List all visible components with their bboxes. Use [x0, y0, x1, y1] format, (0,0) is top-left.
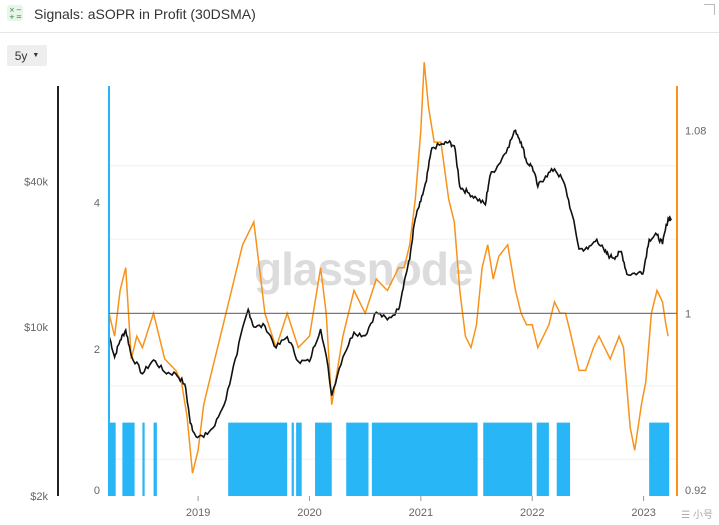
svg-text:−: − [16, 6, 22, 14]
signal-bars [109, 422, 670, 496]
caret-down-icon: ▼ [32, 52, 40, 59]
signal-bar [228, 422, 288, 496]
time-range-selector[interactable]: 5y ▼ [7, 45, 47, 66]
signal-bar [291, 422, 294, 496]
signal-bar [142, 422, 145, 496]
watermark-text: glassnode [254, 243, 473, 295]
tick-labels: $2k $10k $40k 0 2 4 0.92 1 1.08 2019 2020 2021 2022 2… [24, 126, 706, 519]
signal-bar [153, 422, 157, 496]
signal-bar [536, 422, 549, 496]
signal-bar [556, 422, 571, 496]
time-range-label: 5y [14, 48, 28, 63]
signal-bar [649, 422, 670, 496]
price-tick-label: $2k [30, 491, 48, 503]
svg-text:+: + [9, 13, 15, 21]
price-tick-label: $40k [24, 176, 48, 188]
signal-tick-label: 2 [94, 344, 100, 356]
x-tick-label: 2023 [631, 507, 655, 519]
signal-bar [109, 422, 116, 496]
signal-tick-label: 4 [94, 197, 100, 209]
asopr-series-line [108, 62, 669, 474]
asopr-tick-label: 1.08 [685, 126, 706, 138]
grid-lines [109, 165, 677, 460]
x-tick-label: 2020 [297, 507, 321, 519]
signal-tick-label: 0 [94, 485, 100, 497]
signal-bar [315, 422, 332, 496]
price-series-line [108, 129, 673, 439]
svg-text:=: = [16, 13, 22, 21]
x-tick-label: 2019 [186, 507, 210, 519]
asopr-tick-label: 1 [685, 308, 691, 320]
price-tick-label: $10k [24, 322, 48, 334]
expand-corner-icon[interactable] [704, 4, 715, 15]
x-tick-label: 2021 [409, 507, 433, 519]
asopr-tick-label: 0.92 [685, 485, 706, 497]
signals-app-icon: × − + = [7, 5, 23, 21]
chart-axes [57, 86, 678, 496]
signal-bar [346, 422, 369, 496]
x-tick-label: 2022 [520, 507, 544, 519]
signal-bar [483, 422, 533, 496]
signal-bar [122, 422, 135, 496]
signal-bar [296, 422, 302, 496]
signal-bar [371, 422, 478, 496]
chart-header: × − + = Signals: aSOPR in Profit (30DSMA… [0, 0, 719, 33]
chart-title: Signals: aSOPR in Profit (30DSMA) [34, 6, 256, 22]
svg-text:×: × [9, 6, 15, 14]
corner-badge: ☰ 小号 [681, 510, 713, 521]
